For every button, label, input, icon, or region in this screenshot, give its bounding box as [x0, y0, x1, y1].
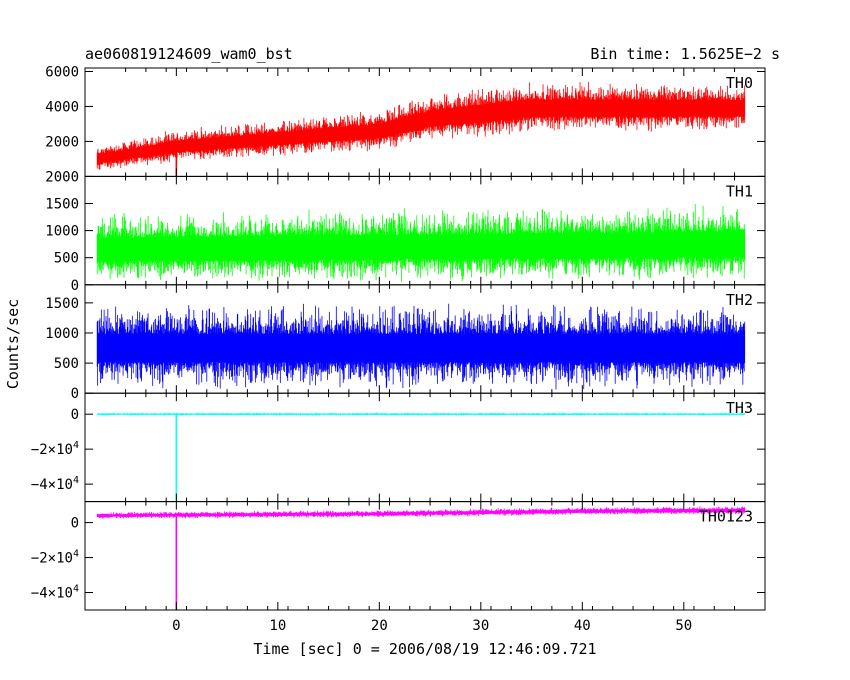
th2-trace — [96, 303, 746, 390]
y-tick-label: 0 — [71, 278, 79, 294]
th2-series — [96, 303, 746, 390]
y-axis-label: Counts/sec — [4, 299, 22, 389]
x-tick-label: 10 — [269, 618, 286, 634]
th0123-trace — [96, 506, 746, 519]
x-tick-label: 20 — [371, 618, 388, 634]
th0123-series — [96, 506, 746, 610]
th3-trace — [96, 412, 746, 416]
y-tick-label: 6000 — [45, 64, 79, 80]
y-tick-label: 1500 — [45, 197, 79, 213]
panel-th3: 0 −2×104 −4×104 TH3 — [31, 392, 766, 503]
th3-series — [96, 412, 746, 502]
th0-series — [96, 82, 746, 177]
panel-label: TH3 — [726, 399, 753, 417]
x-tick-label: 30 — [472, 618, 489, 634]
y-tick-label: 500 — [54, 251, 79, 267]
y-tick-label: 2000 — [45, 134, 79, 150]
th0123-frame — [84, 501, 766, 611]
chart-title: ae060819124609_wam0_bst — [85, 45, 293, 63]
x-tick-label: 40 — [574, 618, 591, 634]
panel-label: TH0 — [726, 74, 753, 92]
y-tick-label: 0 — [71, 407, 79, 423]
y-tick-label: 2000 — [45, 169, 79, 185]
th1-trace — [96, 204, 746, 282]
x-axis-label: Time [sec] 0 = 2006/08/19 12:46:09.721 — [253, 640, 596, 658]
y-tick-label: 4000 — [45, 99, 79, 115]
th3-frame — [84, 392, 766, 503]
panel-label: TH1 — [726, 182, 753, 200]
bin-time-label: Bin time: 1.5625E−2 s — [590, 45, 780, 63]
y-tick-label: 1500 — [45, 296, 79, 312]
plot-panels: 200040006000TH00500100015002000TH1050010… — [31, 64, 766, 634]
y-tick-label: 1000 — [45, 224, 79, 240]
y-tick-label: 0 — [71, 516, 79, 532]
th0-trace — [96, 82, 746, 170]
y-tick-label: −2×104 — [31, 440, 79, 458]
y-tick-label: −4×104 — [31, 584, 79, 602]
y-tick-label: 500 — [54, 356, 79, 372]
panel-th1: 0 500 1000 1500 2000 TH1 — [45, 169, 766, 294]
panel-label: TH0123 — [699, 508, 753, 526]
panel-th0123: 0 −2×104 −4×104 TH0123 — [31, 501, 766, 611]
panel-th0: 2000 4000 6000 TH0 — [45, 64, 766, 177]
panel-th2: 0 500 1000 1500 TH2 — [45, 284, 766, 402]
x-tick-label: 0 — [172, 618, 180, 634]
panel-label: TH2 — [726, 291, 753, 309]
th1-series — [96, 204, 746, 282]
y-tick-label: −2×104 — [31, 549, 79, 567]
y-tick-label: 1000 — [45, 326, 79, 342]
y-tick-label: −4×104 — [31, 475, 79, 493]
x-tick-label: 50 — [675, 618, 692, 634]
y-tick-label: 0 — [71, 386, 79, 402]
